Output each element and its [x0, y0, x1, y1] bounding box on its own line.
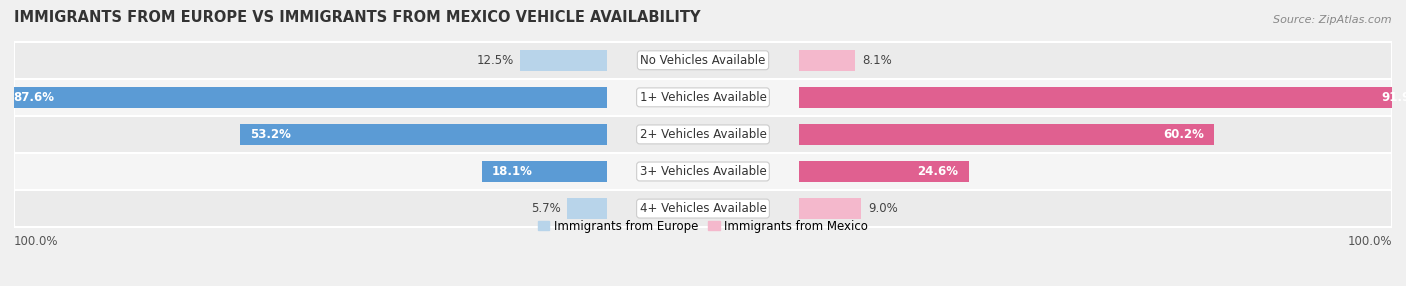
Bar	[14, 153, 1392, 190]
Text: 5.7%: 5.7%	[530, 202, 561, 215]
Text: 60.2%: 60.2%	[1163, 128, 1204, 141]
Text: 3+ Vehicles Available: 3+ Vehicles Available	[640, 165, 766, 178]
Bar	[800, 161, 969, 182]
Text: 9.0%: 9.0%	[869, 202, 898, 215]
Text: Source: ZipAtlas.com: Source: ZipAtlas.com	[1274, 15, 1392, 25]
Bar	[14, 116, 1392, 153]
Bar	[14, 79, 1392, 116]
Text: 2+ Vehicles Available: 2+ Vehicles Available	[640, 128, 766, 141]
Text: 4+ Vehicles Available: 4+ Vehicles Available	[640, 202, 766, 215]
Bar	[482, 161, 606, 182]
Text: No Vehicles Available: No Vehicles Available	[640, 54, 766, 67]
Text: 87.6%: 87.6%	[14, 91, 55, 104]
Text: 91.9%: 91.9%	[1381, 91, 1406, 104]
Text: 1+ Vehicles Available: 1+ Vehicles Available	[640, 91, 766, 104]
Text: 12.5%: 12.5%	[477, 54, 513, 67]
Text: IMMIGRANTS FROM EUROPE VS IMMIGRANTS FROM MEXICO VEHICLE AVAILABILITY: IMMIGRANTS FROM EUROPE VS IMMIGRANTS FRO…	[14, 10, 700, 25]
Text: 100.0%: 100.0%	[1347, 235, 1392, 248]
Bar	[800, 124, 1215, 145]
Bar	[800, 87, 1406, 108]
Bar	[14, 42, 1392, 79]
Bar	[14, 190, 1392, 227]
Bar	[520, 49, 606, 71]
Text: 8.1%: 8.1%	[862, 54, 891, 67]
Legend: Immigrants from Europe, Immigrants from Mexico: Immigrants from Europe, Immigrants from …	[537, 220, 869, 233]
Text: 100.0%: 100.0%	[14, 235, 59, 248]
Text: 53.2%: 53.2%	[250, 128, 291, 141]
Bar	[800, 198, 862, 219]
Text: 18.1%: 18.1%	[492, 165, 533, 178]
Bar	[3, 87, 606, 108]
Bar	[567, 198, 606, 219]
Bar	[800, 49, 855, 71]
Bar	[240, 124, 606, 145]
Text: 24.6%: 24.6%	[918, 165, 959, 178]
